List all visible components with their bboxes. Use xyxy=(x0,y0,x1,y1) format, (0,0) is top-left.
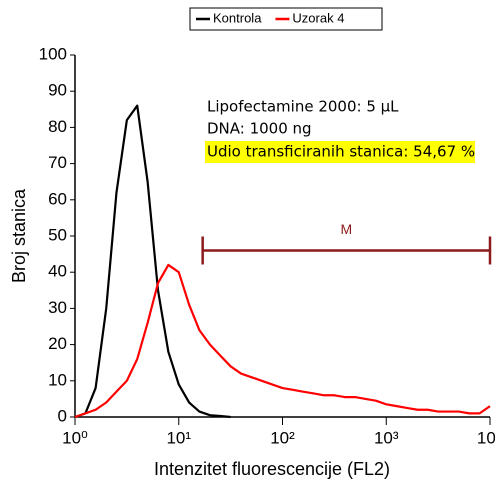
series-line xyxy=(74,104,231,419)
y-tick-label: 80 xyxy=(48,117,67,136)
y-tick-label: 0 xyxy=(58,406,67,425)
y-tick-label: 70 xyxy=(48,153,67,172)
y-tick-label: 40 xyxy=(48,262,67,281)
x-tick-label: 10² xyxy=(270,428,295,447)
y-axis-label: Broj stanica xyxy=(9,188,29,283)
annotation: Lipofectamine 2000: 5 µL xyxy=(207,98,399,116)
legend-label: Uzorak 4 xyxy=(292,10,344,25)
annotation: DNA: 1000 ng xyxy=(207,120,312,138)
highlight xyxy=(205,141,475,163)
y-tick-label: 10 xyxy=(48,370,67,389)
x-tick-label: 10⁴ xyxy=(477,428,495,447)
y-tick-label: 100 xyxy=(39,44,67,63)
y-tick-label: 30 xyxy=(48,298,67,317)
annotation: Udio transficiranih stanica: 54,67 % xyxy=(207,143,475,161)
y-tick-label: 60 xyxy=(48,189,67,208)
x-tick-label: 10⁰ xyxy=(62,428,88,447)
legend-label: Kontrola xyxy=(213,10,262,25)
y-tick-label: 50 xyxy=(48,225,67,244)
x-axis-label: Intenzitet fluorescencije (FL2) xyxy=(154,459,390,479)
gate-label: M xyxy=(340,221,352,237)
y-tick-label: 90 xyxy=(48,81,67,100)
x-tick-label: 10¹ xyxy=(166,428,191,447)
x-tick-label: 10³ xyxy=(374,428,399,447)
y-tick-label: 20 xyxy=(48,334,67,353)
series-line xyxy=(74,263,491,419)
